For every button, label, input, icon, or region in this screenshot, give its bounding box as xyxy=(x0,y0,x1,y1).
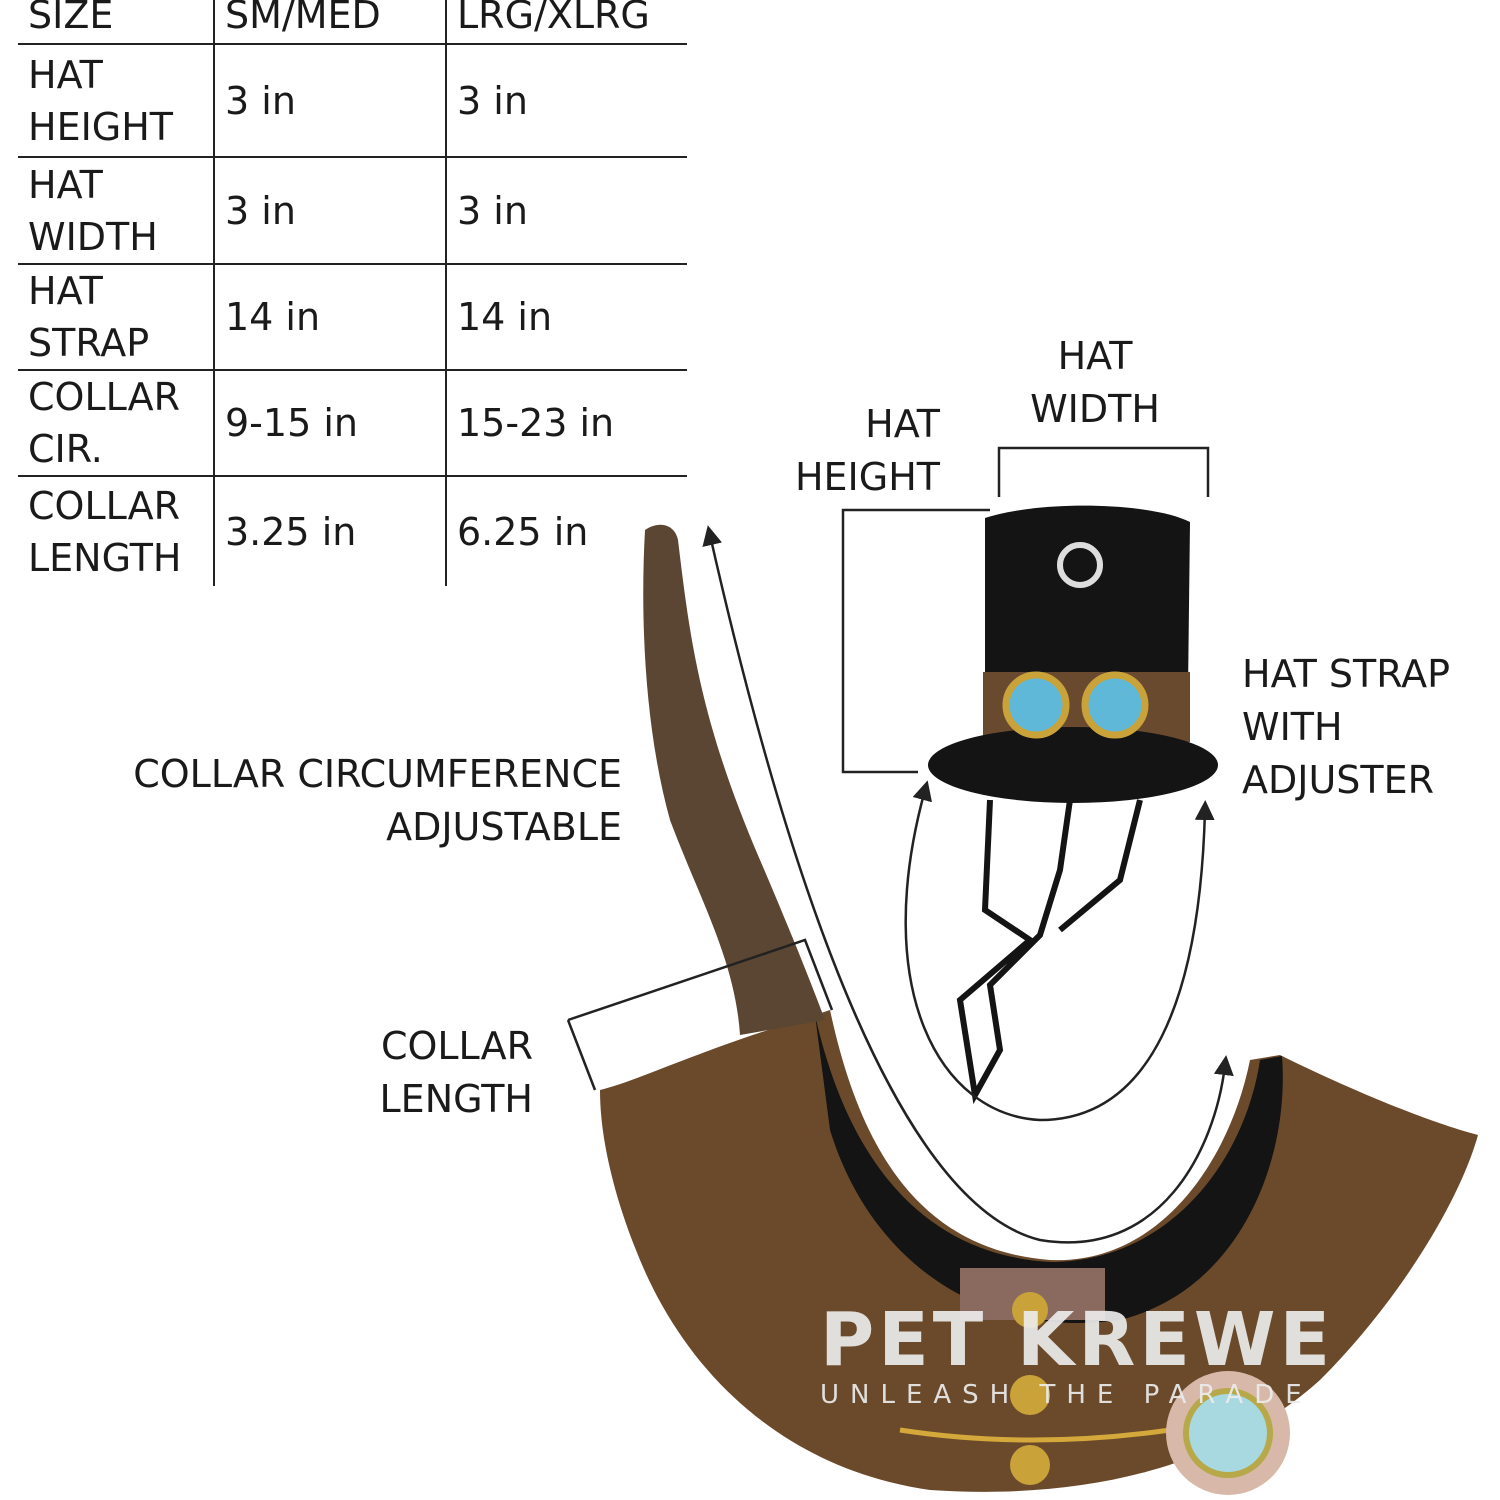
table-row: COLLAR LENGTH 3.25 in 6.25 in xyxy=(18,476,687,586)
hat-height-label: HAT HEIGHT xyxy=(794,402,940,499)
annotation-lines xyxy=(566,446,1234,1244)
button xyxy=(1010,1375,1050,1415)
hat-strap-label: HAT STRAP WITH ADJUSTER xyxy=(1242,652,1451,802)
goggle-icon xyxy=(1081,671,1149,739)
row-label: HAT HEIGHT xyxy=(18,44,215,157)
logo-tagline: UNLEASH THE PARADE xyxy=(820,1380,1313,1410)
header-sm-med: SM/MED xyxy=(214,0,447,44)
pet-krewe-logo: PET KREWE UNLEASH THE PARADE xyxy=(820,1300,1334,1410)
cell-sm-med: 9-15 in xyxy=(214,370,447,476)
cell-lrg-xlrg: 15-23 in xyxy=(457,401,615,445)
button xyxy=(1010,1445,1050,1485)
row-label: HAT WIDTH xyxy=(18,157,215,264)
table-row: COLLAR CIR. 9-15 in 15-23 in xyxy=(18,370,687,476)
row-label: COLLAR LENGTH xyxy=(18,476,215,586)
cell-lrg-xlrg: 6.25 in xyxy=(457,509,589,554)
cell-lrg-xlrg: 14 in xyxy=(457,295,553,339)
row-label: HAT STRAP xyxy=(18,264,215,370)
table-header-row: SIZE SM/MED LRG/XLRG xyxy=(18,0,687,44)
collar-circumference-label: COLLAR CIRCUMFERENCE ADJUSTABLE xyxy=(133,752,622,849)
cell-sm-med: 3 in xyxy=(214,44,447,157)
header-lrg-xlrg: LRG/XLRG xyxy=(457,0,650,37)
cell-lrg-xlrg: 3 in xyxy=(457,188,528,233)
logo-name: PET KREWE xyxy=(820,1297,1335,1383)
row-label: COLLAR CIR. xyxy=(18,370,215,476)
button xyxy=(1012,1292,1048,1328)
collar-image xyxy=(600,524,1478,1495)
size-table: SIZE SM/MED LRG/XLRG HAT HEIGHT 3 in 3 in… xyxy=(18,0,687,586)
cell-sm-med: 3.25 in xyxy=(214,476,447,586)
cell-sm-med: 14 in xyxy=(214,264,447,370)
table-row: HAT HEIGHT 3 in 3 in xyxy=(18,44,687,157)
collar-length-label: COLLAR LENGTH xyxy=(379,1024,533,1121)
cell-sm-med: 3 in xyxy=(214,157,447,264)
hat-strap xyxy=(956,799,1073,1105)
header-size: SIZE xyxy=(18,0,215,44)
table-row: HAT WIDTH 3 in 3 in xyxy=(18,157,687,264)
cell-lrg-xlrg: 3 in xyxy=(457,78,528,123)
hat-width-label: HAT WIDTH xyxy=(1030,334,1160,431)
table-row: HAT STRAP 14 in 14 in xyxy=(18,264,687,370)
goggle-icon xyxy=(1002,671,1070,739)
